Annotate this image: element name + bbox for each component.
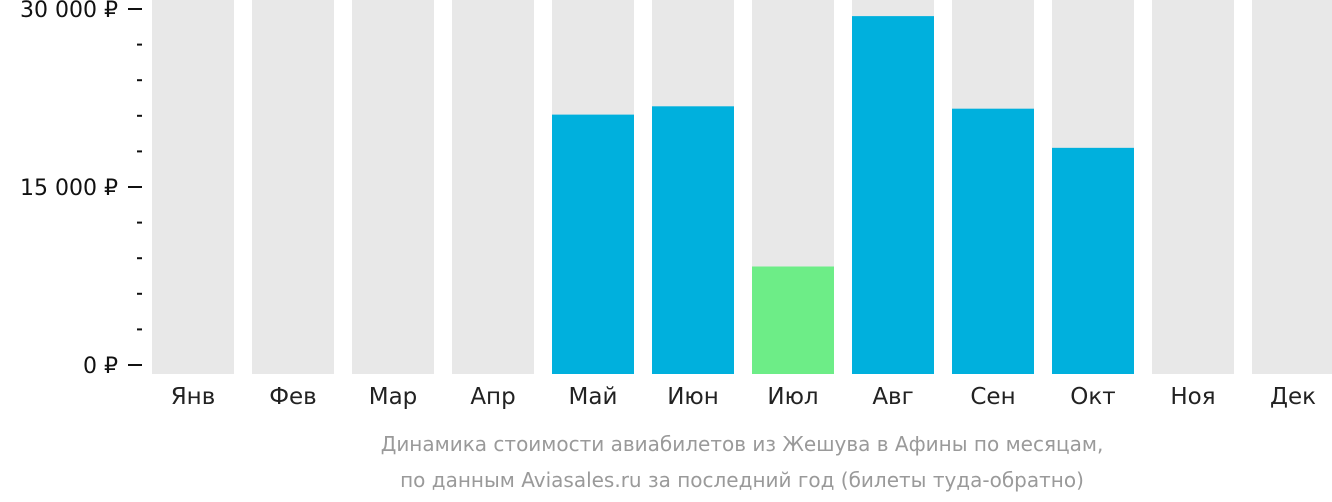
x-tick-label-5: Май xyxy=(569,384,618,410)
background-column-2 xyxy=(252,0,334,374)
y-tick-label-2: 15 000 ₽ xyxy=(20,176,118,201)
x-axis-labels: Янв Фев Мар Апр Май Июн Июл Авг Сен Окт Ноя Дек xyxy=(171,384,1316,410)
x-tick-label-8: Авг xyxy=(872,384,913,410)
bar-9[interactable] xyxy=(952,108,1034,375)
y-axis: 0 ₽ 15 000 ₽ 30 000 ₽ xyxy=(20,0,142,379)
bar-5[interactable] xyxy=(552,114,634,374)
x-tick-label-3: Мар xyxy=(369,384,418,410)
bar-6[interactable] xyxy=(652,106,734,374)
x-tick-label-6: Июн xyxy=(667,384,719,410)
chart-caption-line-1: Динамика стоимости авиабилетов из Жешува… xyxy=(381,432,1104,456)
x-tick-label-12: Дек xyxy=(1270,384,1316,410)
x-tick-label-2: Фев xyxy=(269,384,317,410)
bar-7[interactable] xyxy=(752,266,834,374)
y-tick-label-1: 0 ₽ xyxy=(83,354,118,379)
background-column-11 xyxy=(1152,0,1234,374)
bars xyxy=(552,16,1134,375)
x-tick-label-7: Июл xyxy=(767,384,818,410)
background-column-3 xyxy=(352,0,434,374)
bar-8[interactable] xyxy=(852,16,934,375)
background-column-1 xyxy=(152,0,234,374)
bar-10[interactable] xyxy=(1052,147,1134,374)
x-tick-label-11: Ноя xyxy=(1170,384,1215,410)
x-tick-label-10: Окт xyxy=(1070,384,1115,410)
chart-caption-line-2: по данным Aviasales.ru за последний год … xyxy=(400,468,1084,492)
background-column-4 xyxy=(452,0,534,374)
background-columns xyxy=(152,0,1332,374)
x-tick-label-1: Янв xyxy=(171,384,216,410)
background-column-12 xyxy=(1252,0,1332,374)
y-tick-label-3: 30 000 ₽ xyxy=(20,0,118,23)
x-tick-label-4: Апр xyxy=(470,384,515,410)
x-tick-label-9: Сен xyxy=(970,384,1015,410)
